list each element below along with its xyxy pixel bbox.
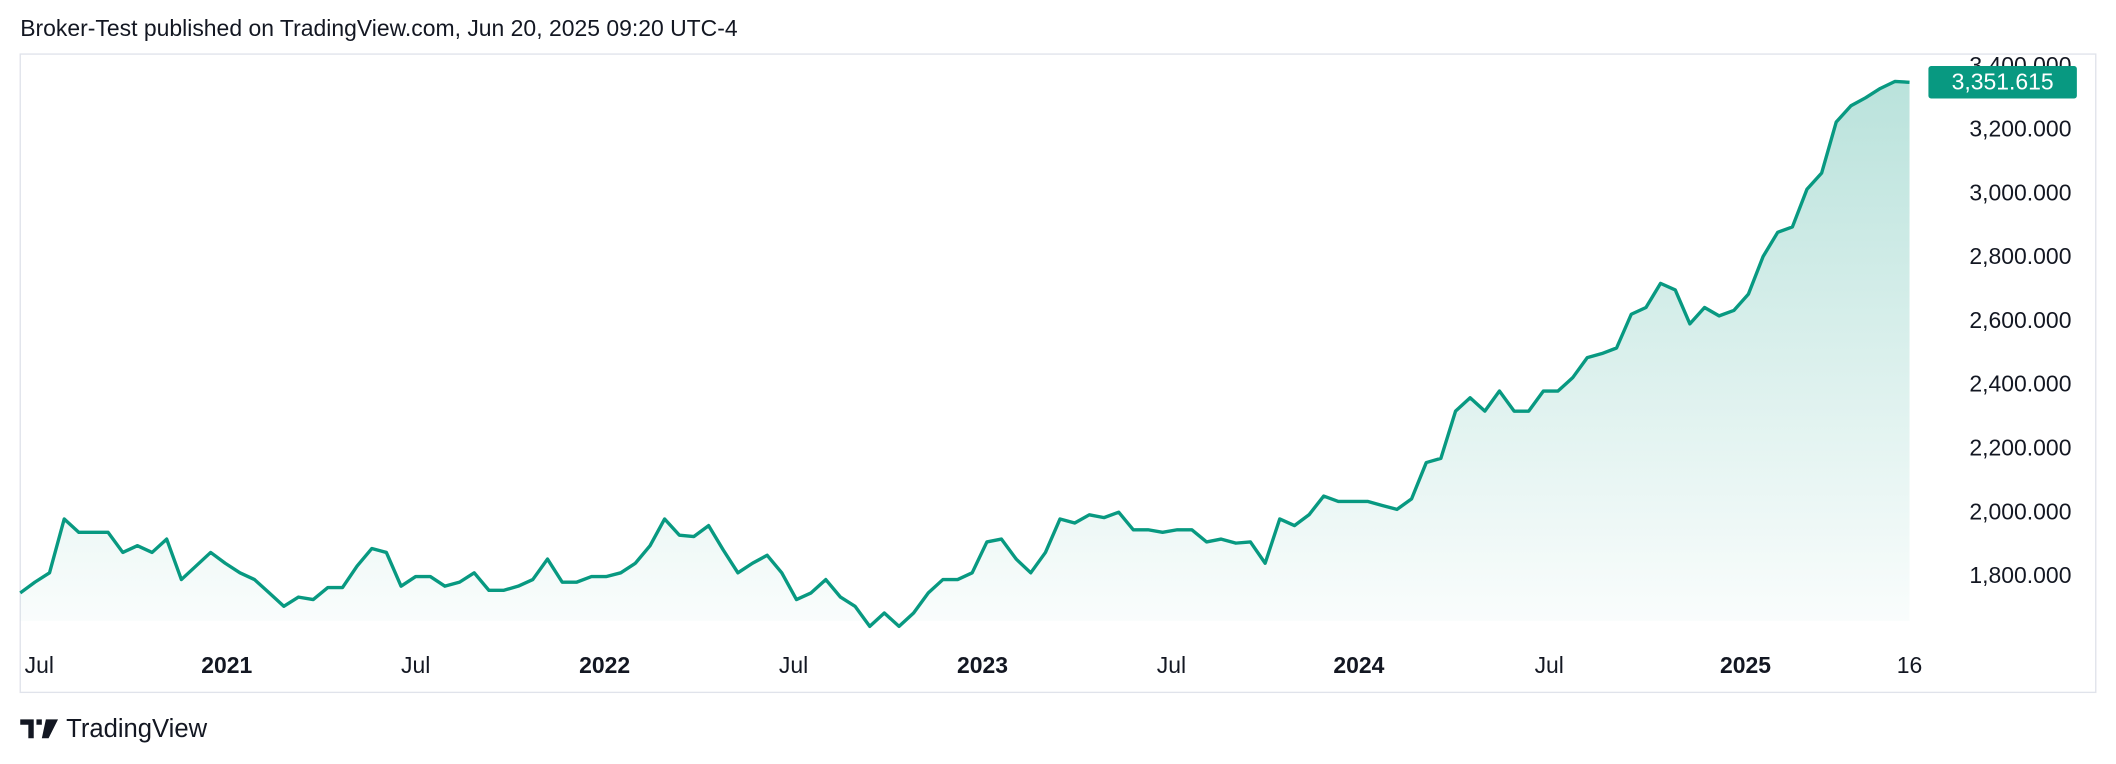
price-line <box>19 79 1910 629</box>
x-tick-label: Jul <box>1157 652 1186 678</box>
footer: TradingView <box>66 715 208 743</box>
x-tick-label: Jul <box>779 652 808 678</box>
x-tick-label: 2024 <box>1333 652 1384 678</box>
frame <box>19 53 2097 694</box>
y-tick-label: 2,000.000 <box>1969 498 2071 524</box>
x-tick-label: Jul <box>25 652 54 678</box>
x-tick-label: 2025 <box>1720 652 1771 678</box>
x-tick-label: 2022 <box>579 652 630 678</box>
logo <box>20 719 59 739</box>
y-tick-label: 2,200.000 <box>1969 434 2071 460</box>
y-tick-label: 2,600.000 <box>1969 307 2071 333</box>
y-tick-label: 3,000.000 <box>1969 179 2071 205</box>
y-tick-label: 3,200.000 <box>1969 116 2071 142</box>
header: Broker-Test published on TradingView.com… <box>20 15 738 41</box>
x-tick-label: Jul <box>1535 652 1564 678</box>
x-tick-label: 2023 <box>957 652 1008 678</box>
last-price-label: 3,351.615 <box>1952 69 2054 95</box>
x-tick-label: 2021 <box>201 652 252 678</box>
area <box>20 81 1910 627</box>
x-tick-label: 16 <box>1897 652 1923 678</box>
y-tick-label: 2,800.000 <box>1969 243 2071 269</box>
y-tick-label: 2,400.000 <box>1969 371 2071 397</box>
y-tick-label: 1,800.000 <box>1969 562 2071 588</box>
last-price-box <box>1928 66 2077 99</box>
x-tick-label: Jul <box>401 652 430 678</box>
